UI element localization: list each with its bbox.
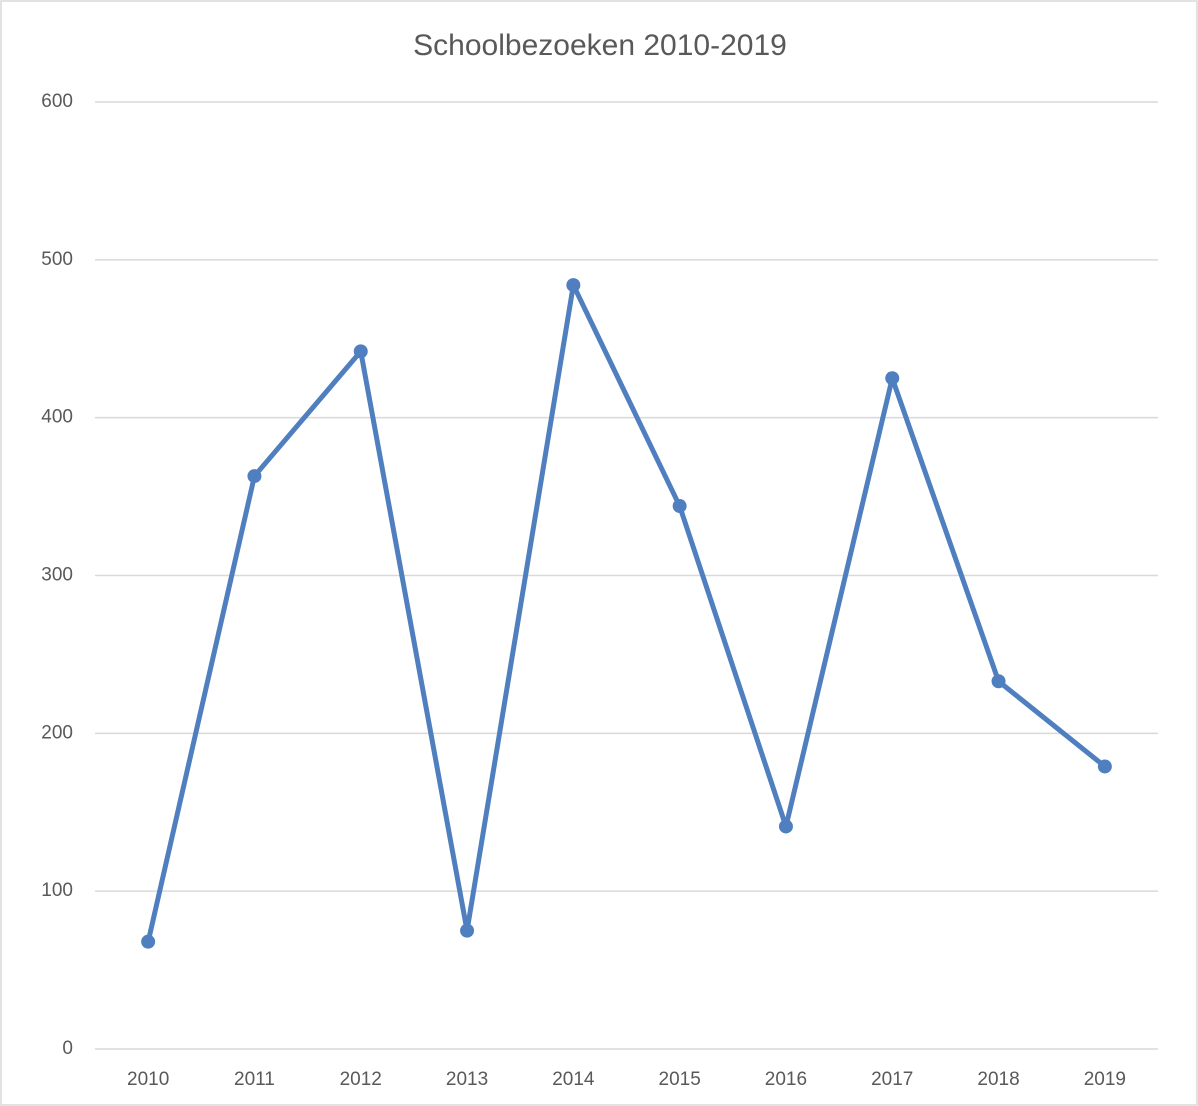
- x-tick-label: 2015: [659, 1069, 701, 1090]
- y-tick-label: 300: [41, 565, 73, 586]
- x-tick-label: 2010: [127, 1069, 169, 1090]
- y-tick-label: 500: [41, 249, 73, 270]
- x-tick-label: 2017: [871, 1069, 913, 1090]
- x-tick-label: 2018: [977, 1069, 1019, 1090]
- chart-title: Schoolbezoeken 2010-2019: [413, 29, 787, 62]
- x-tick-label: 2011: [234, 1069, 275, 1090]
- data-point: [1097, 759, 1112, 774]
- y-tick-label: 0: [62, 1038, 73, 1059]
- data-point: [141, 934, 156, 949]
- data-point: [566, 278, 581, 293]
- x-tick-label: 2012: [340, 1069, 382, 1090]
- data-point: [991, 674, 1006, 689]
- data-point: [353, 344, 368, 359]
- y-tick-label: 600: [41, 91, 73, 112]
- data-point: [672, 499, 687, 514]
- x-tick-label: 2019: [1084, 1069, 1126, 1090]
- data-point: [885, 371, 900, 386]
- x-tick-label: 2016: [765, 1069, 807, 1090]
- y-tick-label: 200: [41, 722, 73, 743]
- data-point: [460, 923, 475, 938]
- data-line: [145, 282, 1107, 943]
- x-tick-label: 2013: [446, 1069, 488, 1090]
- data-point: [778, 819, 793, 834]
- y-tick-label: 100: [41, 880, 73, 901]
- data-point: [247, 469, 262, 484]
- y-tick-label: 400: [41, 407, 73, 428]
- x-tick-label: 2014: [552, 1069, 595, 1090]
